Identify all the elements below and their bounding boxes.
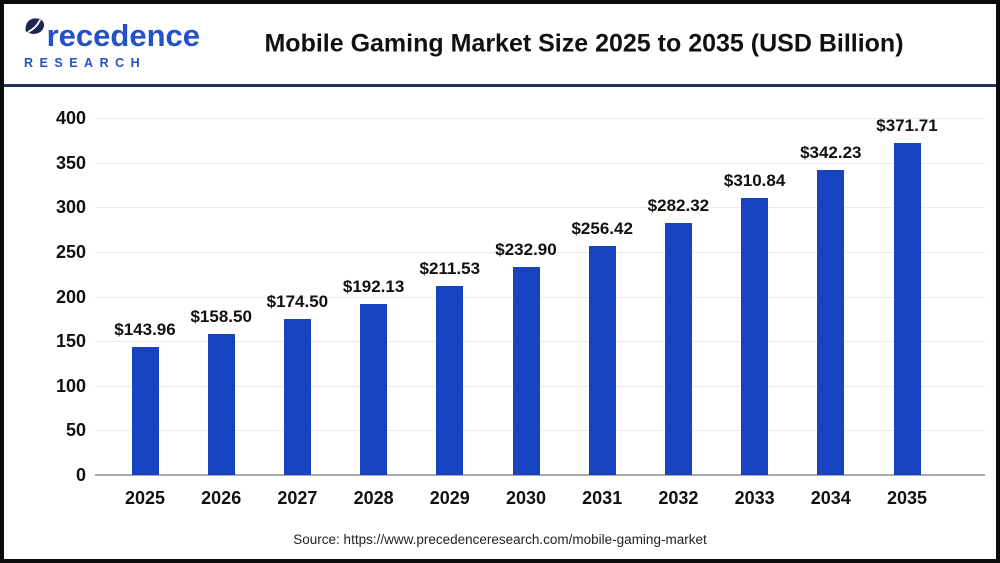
bar-value-label-2025: $143.96 xyxy=(114,319,176,339)
bar-value-label-2032: $282.32 xyxy=(647,196,710,216)
bar-2025 xyxy=(131,346,159,475)
y-axis-label-150: 150 xyxy=(55,331,86,352)
gridline-300 xyxy=(95,207,985,209)
gridline-250 xyxy=(95,251,985,253)
source-note: Source: https://www.precedenceresearch.c… xyxy=(293,532,707,547)
bar-value-label-2026: $158.50 xyxy=(190,306,252,326)
bar-value-label-2034: $342.23 xyxy=(800,142,862,162)
bar-value-label-2029: $211.53 xyxy=(419,259,481,279)
bar-2026 xyxy=(207,333,235,475)
header: recedence RESEARCH Mobile Gaming Market … xyxy=(4,4,996,84)
chart-area: 0 50 100 150 200 250 300 350 400 $143.96 2025 $158.… xyxy=(4,87,996,559)
bar-value-label-2031: $256.42 xyxy=(571,219,633,239)
bar-value-label-2030: $232.90 xyxy=(495,240,557,260)
y-axis-label-350: 350 xyxy=(55,152,86,173)
x-axis-label-2029: 2029 xyxy=(429,488,470,508)
gridline-350 xyxy=(95,162,985,164)
logo-subtext: RESEARCH xyxy=(24,56,147,70)
y-axis-label-100: 100 xyxy=(55,375,86,396)
chart-title: Mobile Gaming Market Size 2025 to 2035 (… xyxy=(264,29,904,58)
gridline-200 xyxy=(95,296,985,298)
bar-2035 xyxy=(893,143,921,475)
gridline-400 xyxy=(95,118,985,119)
bar-value-label-2035: $371.71 xyxy=(876,116,938,136)
gridline-50 xyxy=(95,430,985,432)
logo-wordmark: recedence xyxy=(46,18,200,53)
bar-2027 xyxy=(283,319,311,475)
bar-2033 xyxy=(741,197,769,475)
bar-2030 xyxy=(512,267,540,475)
bar-2034 xyxy=(817,169,845,475)
gridline-150 xyxy=(95,341,985,343)
plot-area: 0 50 100 150 200 250 300 350 400 $143.96 2025 $158.… xyxy=(4,87,996,559)
gridline-100 xyxy=(95,385,985,387)
y-axis-label-50: 50 xyxy=(65,420,86,441)
x-axis-label-2030: 2030 xyxy=(505,488,547,508)
x-axis-label-2034: 2034 xyxy=(810,488,851,508)
precedence-research-logo: recedence RESEARCH xyxy=(20,16,200,70)
leaf-p-icon xyxy=(25,18,45,55)
x-axis-label-2028: 2028 xyxy=(353,488,394,508)
bar-2031 xyxy=(588,246,616,475)
x-axis-label-2033: 2033 xyxy=(734,488,775,508)
header-divider xyxy=(4,84,996,87)
x-axis-label-2026: 2026 xyxy=(201,488,242,508)
bar-2028 xyxy=(360,303,388,475)
x-axis-line xyxy=(95,474,985,476)
logo-wordmark-row: recedence xyxy=(20,16,200,56)
bar-2032 xyxy=(664,223,692,475)
y-axis-label-200: 200 xyxy=(55,286,86,307)
y-axis-label-250: 250 xyxy=(55,241,86,262)
bar-value-label-2033: $310.84 xyxy=(723,170,786,190)
bar-2029 xyxy=(436,286,464,475)
bar-value-label-2028: $192.13 xyxy=(342,276,405,296)
y-axis-label-0: 0 xyxy=(75,465,86,485)
x-axis-label-2035: 2035 xyxy=(886,488,928,508)
y-axis-label-300: 300 xyxy=(55,197,86,218)
x-axis-label-2027: 2027 xyxy=(277,488,318,508)
x-axis-label-2031: 2031 xyxy=(582,488,623,508)
y-axis-label-400: 400 xyxy=(55,108,86,128)
bar-value-label-2027: $174.50 xyxy=(266,292,329,312)
x-axis-label-2032: 2032 xyxy=(658,488,699,508)
x-axis-label-2025: 2025 xyxy=(124,488,166,508)
